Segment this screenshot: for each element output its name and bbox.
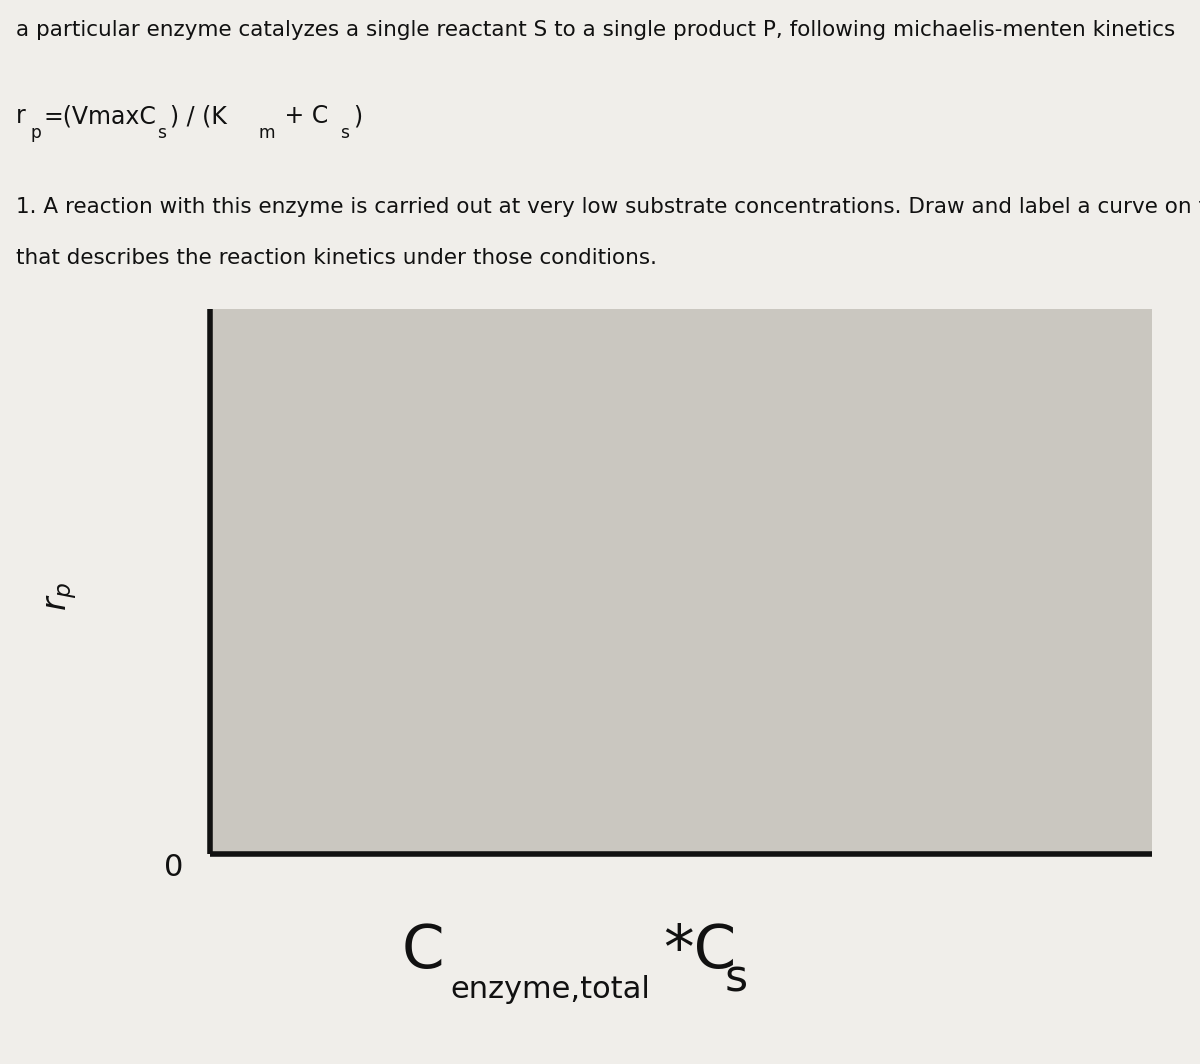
Text: C: C [402,922,445,981]
Text: m: m [258,124,275,143]
Text: =(VmaxC: =(VmaxC [43,104,156,129]
Text: $r_p$: $r_p$ [46,581,79,611]
Text: 0: 0 [164,852,184,882]
Text: s: s [157,124,166,143]
Text: *C: *C [664,922,737,981]
Text: enzyme,total: enzyme,total [450,975,650,1004]
Text: a particular enzyme catalyzes a single reactant S to a single product P, followi: a particular enzyme catalyzes a single r… [16,20,1175,39]
Text: + C: + C [277,104,329,129]
Text: p: p [30,124,41,143]
Text: ): ) [353,104,362,129]
Bar [210,309,1152,854]
Text: s: s [340,124,349,143]
Text: s: s [725,958,748,1000]
Text: r: r [16,104,25,129]
Text: ) / (K: ) / (K [170,104,227,129]
Text: 1. A reaction with this enzyme is carried out at very low substrate concentratio: 1. A reaction with this enzyme is carrie… [16,198,1200,217]
Text: that describes the reaction kinetics under those conditions.: that describes the reaction kinetics und… [16,248,656,268]
